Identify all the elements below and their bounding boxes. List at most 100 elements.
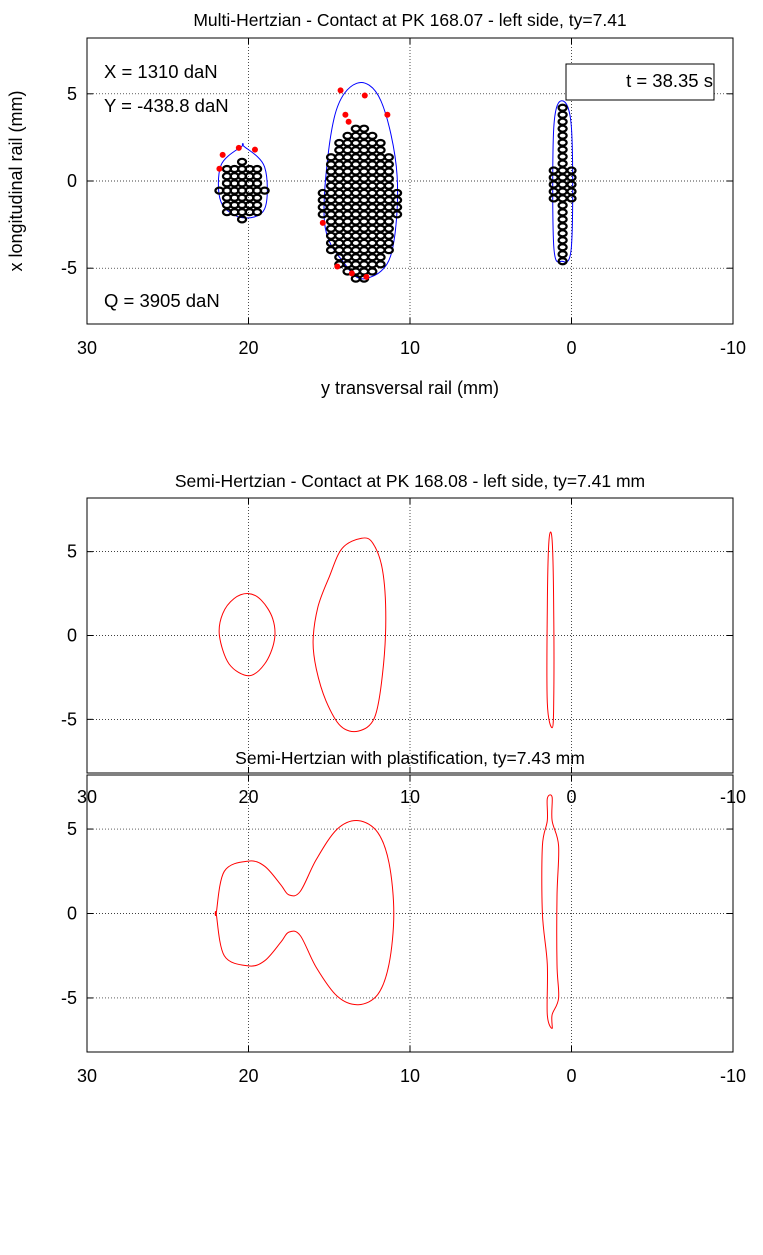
contact-element-mark [367,217,378,226]
contact-element-mark [383,245,394,255]
contact-element-mark [367,153,378,162]
contact-element-mark [334,224,345,233]
contact-outline-3 [552,100,574,263]
contact-element-mark [342,217,353,226]
contact-element-mark [342,253,353,262]
contact-element-mark [375,210,386,219]
contact-element-mark [221,179,233,188]
contact-element-mark [334,203,345,212]
contact-element-mark [367,138,378,148]
contact-element-mark [548,166,559,175]
x-tick-label: 30 [77,1066,97,1086]
contact-element-mark [317,188,328,198]
contact-element-group-2 [317,124,403,283]
contact-element-mark [358,195,370,205]
contact-element-mark [350,188,361,198]
contact-element-mark [221,172,233,181]
contact-element-mark [342,210,353,219]
contact-element-mark [383,174,394,183]
contact-element-mark [358,174,370,183]
y-axis-label: x longitudinal rail (mm) [6,90,26,271]
contact-outline-1 [218,593,276,677]
contact-element-mark [325,160,337,169]
contact-element-mark [557,208,568,217]
y-tick-label: 0 [67,904,77,924]
contact-element-mark [375,245,386,255]
stress-marker [345,118,352,125]
x-tick-label: 0 [566,338,576,358]
contact-element-mark [334,238,345,248]
contact-element-mark [358,210,370,219]
contact-element-mark [566,180,577,189]
contact-element-mark [342,153,353,162]
stress-marker [319,219,326,226]
stress-marker [342,111,349,118]
contact-element-mark [334,138,345,148]
y-tick-label: -5 [61,709,77,729]
contact-element-mark [342,167,353,176]
contact-element-mark [350,217,361,226]
contact-element-mark [367,253,378,262]
contact-element-mark [358,231,370,240]
contact-element-mark [375,195,386,205]
contact-element-mark [325,217,337,226]
stress-marker [216,165,223,172]
contact-element-mark [358,188,370,198]
contact-element-mark [557,110,568,119]
contact-element-mark [557,243,568,252]
contact-element-mark [358,267,370,276]
contact-element-mark [557,222,568,231]
contact-element-mark [557,166,568,175]
contact-element-mark [367,210,378,219]
contact-element-mark [358,153,370,162]
contact-element-mark [383,224,394,233]
contact-element-mark [350,138,361,148]
contact-element-mark [548,173,559,182]
contact-element-mark [334,153,345,162]
contact-element-mark [375,188,386,198]
contact-element-mark [221,208,233,217]
contact-element-mark [358,203,370,212]
x-tick-label: 20 [238,1066,258,1086]
stress-marker [361,92,368,99]
contact-element-mark [350,153,361,162]
contact-element-mark [350,131,361,140]
contact-element-mark [375,138,386,148]
contact-element-mark [325,203,337,212]
contact-element-mark [358,260,370,269]
contact-element-mark [358,181,370,190]
contact-element-mark [375,160,386,169]
contact-element-mark [342,224,353,233]
contact-element-mark [342,238,353,248]
contact-outline-2 [312,537,387,733]
grid [87,775,733,1052]
plot-area [214,82,577,283]
contact-element-mark [375,224,386,233]
contact-element-mark [367,231,378,240]
contact-element-mark [325,167,337,176]
contact-element-mark [557,194,568,203]
contact-element-mark [325,195,337,205]
contact-element-mark [557,124,568,133]
contact-element-mark [367,260,378,269]
contact-element-mark [566,194,577,203]
contact-element-mark [317,210,328,219]
contact-element-mark [557,250,568,259]
contact-element-mark [557,145,568,154]
contact-element-mark [367,174,378,183]
contact-element-mark [350,160,361,169]
contact-element-mark [334,188,345,198]
contact-element-mark [358,238,370,248]
contact-element-mark [334,174,345,183]
contact-element-mark [557,159,568,168]
contact-element-mark [367,195,378,205]
contact-element-mark [391,188,403,198]
contact-element-mark [358,160,370,169]
chart-panel-1: Multi-Hertzian - Contact at PK 168.07 - … [6,10,746,398]
contact-element-mark [375,203,386,212]
contact-element-mark [221,193,233,202]
contact-element-mark [342,181,353,190]
contact-element-mark [350,195,361,205]
stress-marker [363,273,370,280]
